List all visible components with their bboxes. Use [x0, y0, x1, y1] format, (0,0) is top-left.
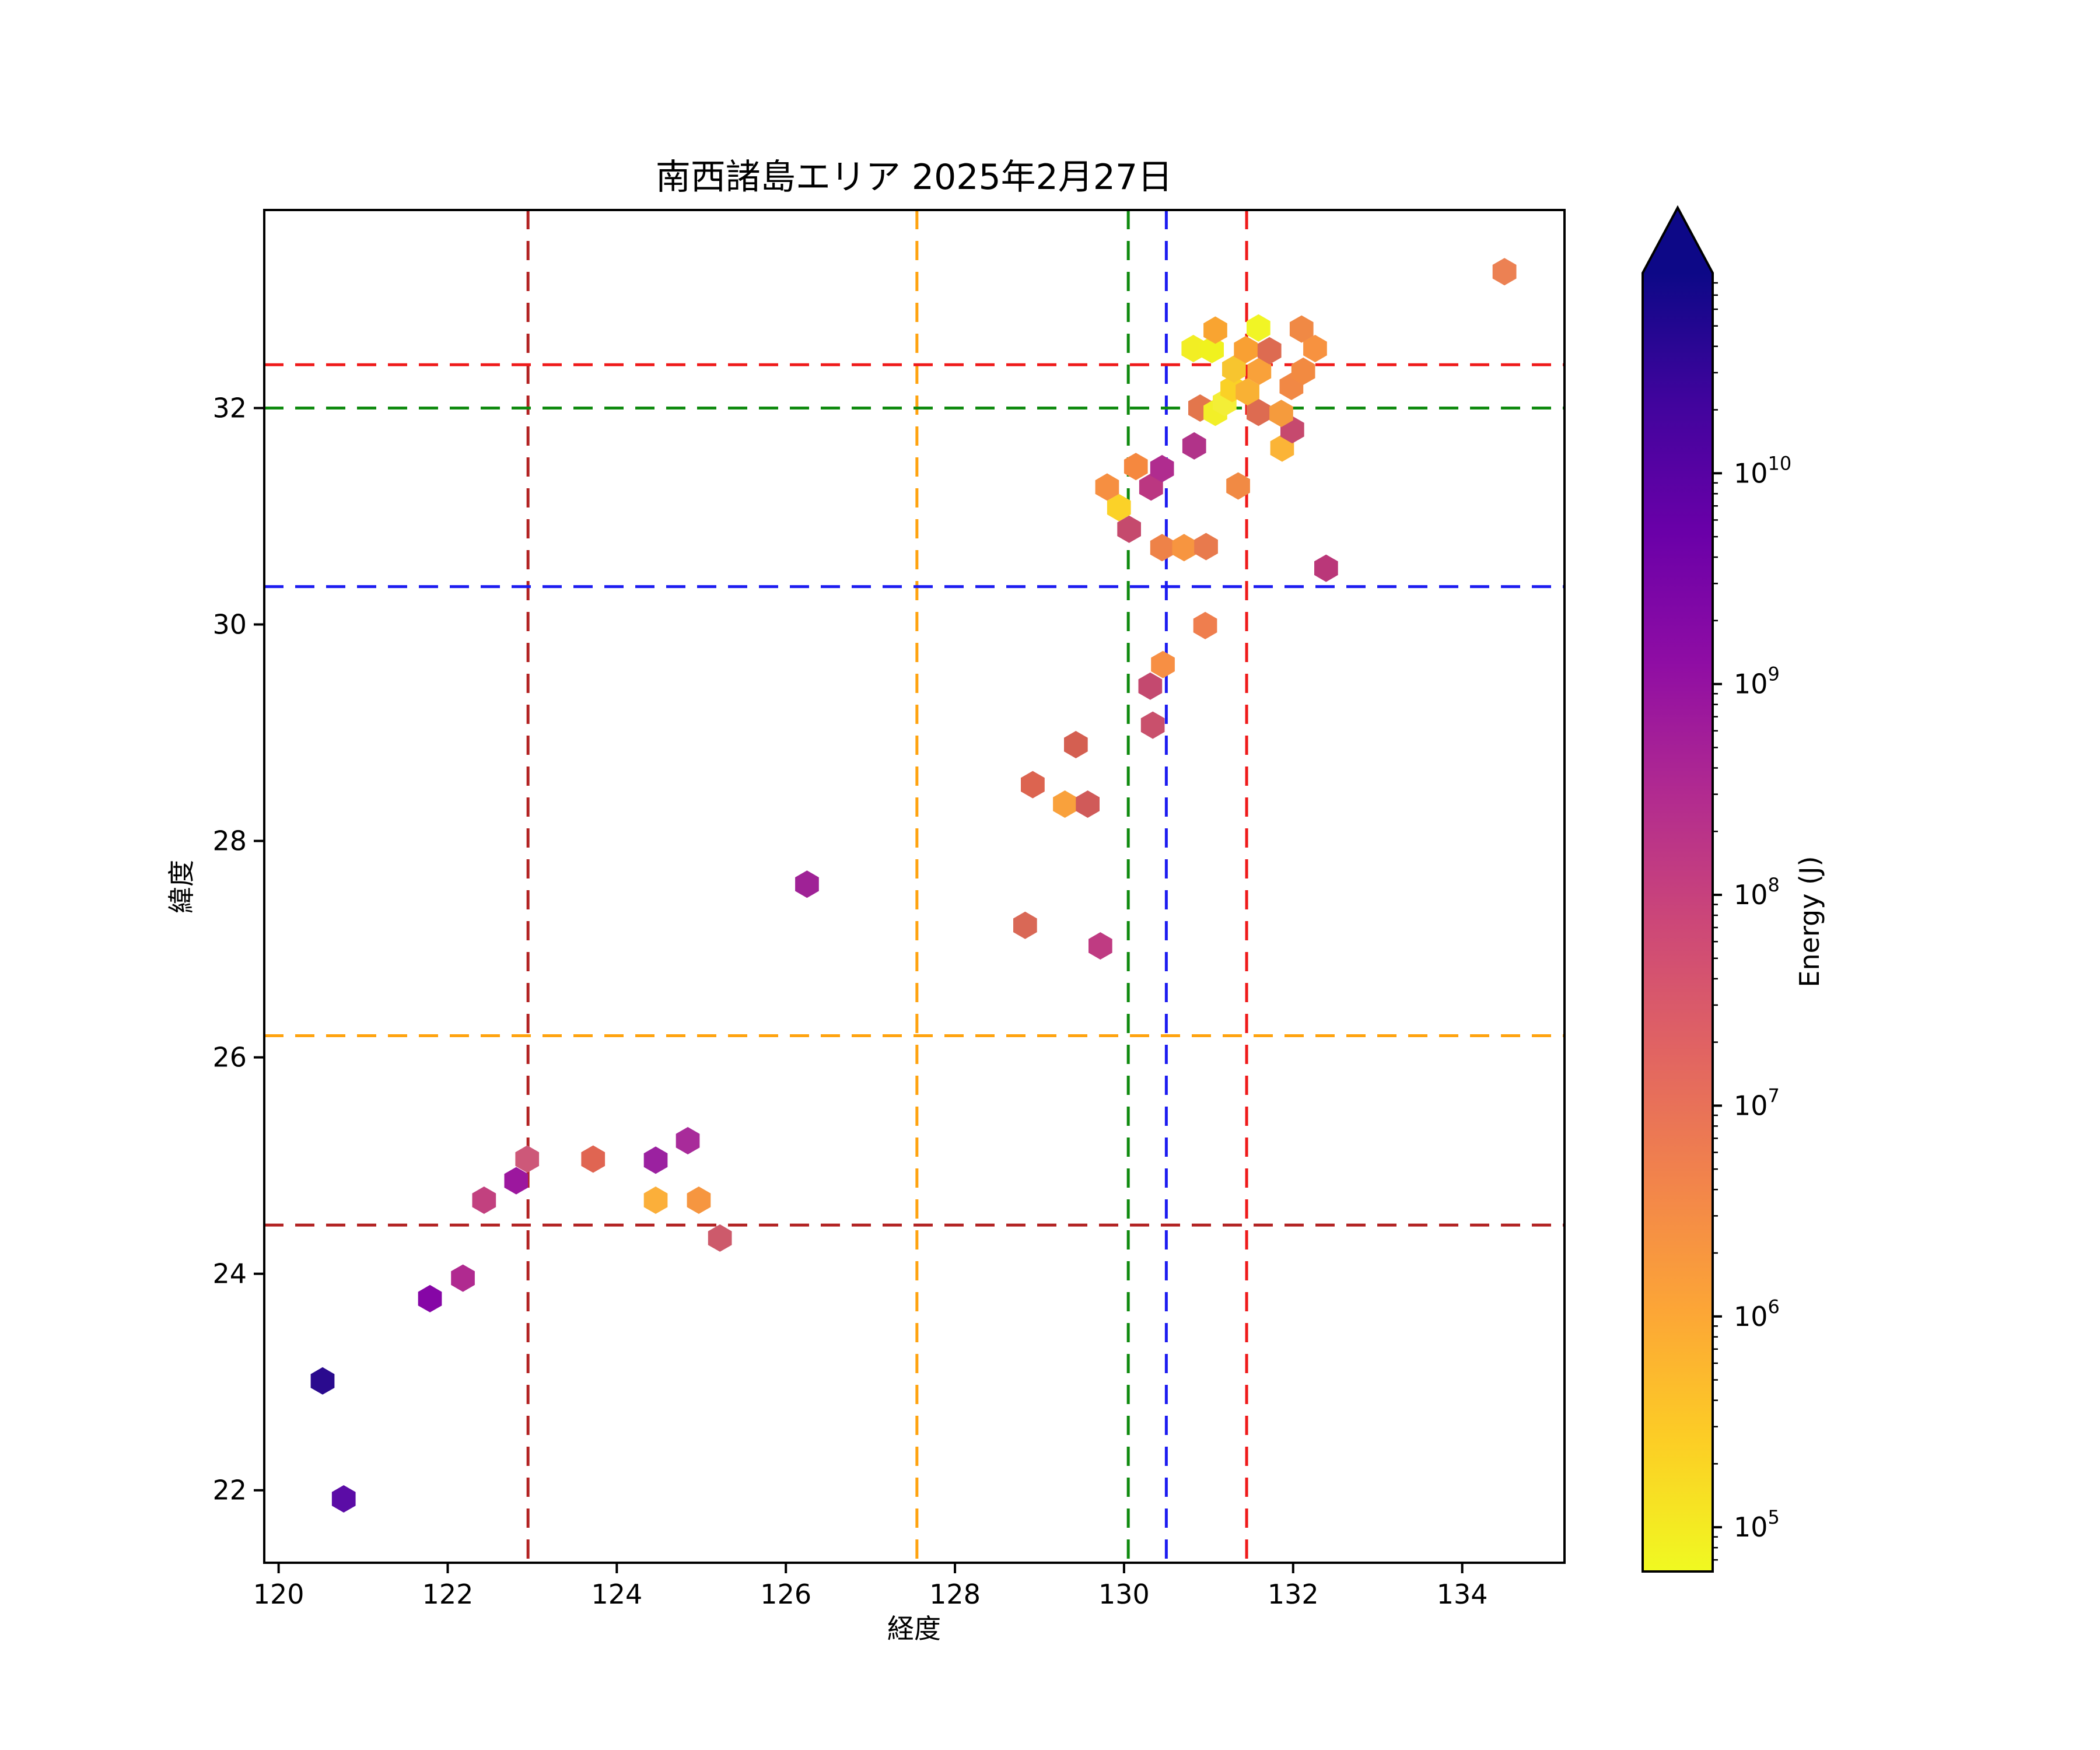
y-tick-label: 22: [212, 1475, 247, 1506]
y-tick-label: 32: [212, 393, 247, 424]
hex-marker: [1124, 453, 1148, 481]
hex-marker: [1226, 472, 1250, 500]
hex-marker: [1247, 357, 1272, 385]
hex-marker: [643, 1186, 668, 1214]
hex-marker: [1182, 432, 1206, 460]
x-tick-label: 126: [760, 1578, 811, 1610]
data-points: [310, 258, 1517, 1513]
hex-marker: [1117, 515, 1141, 543]
colorbar-gradient: [1643, 273, 1713, 1572]
hex-marker: [643, 1146, 668, 1174]
chart-title: 南西諸島エリア 2025年2月27日: [655, 157, 1173, 198]
y-tick-label: 30: [212, 609, 247, 640]
hex-marker: [795, 870, 819, 898]
colorbar-tick-label: 1010: [1734, 452, 1791, 489]
hex-marker: [310, 1367, 335, 1395]
colorbar: 105 106 107 108 109 1010: [1642, 205, 1791, 1573]
colorbar-tick-label: 107: [1734, 1084, 1780, 1121]
y-tick-label: 28: [212, 825, 247, 857]
colorbar-tick-label: 108: [1734, 874, 1780, 911]
hex-marker: [1303, 335, 1327, 362]
axis-ticks: 120 122 124 126 128 130 132 134 22 24 26 28 30 32: [212, 393, 1488, 1610]
hex-marker: [451, 1264, 475, 1292]
x-tick-label: 122: [422, 1578, 474, 1610]
y-axis-label: 緯度: [166, 860, 197, 914]
hex-marker: [472, 1186, 496, 1214]
hex-marker: [1172, 534, 1196, 562]
hex-marker: [1289, 315, 1314, 343]
hex-marker: [1194, 533, 1218, 561]
axes-frame: [263, 209, 1566, 1564]
hex-marker: [504, 1167, 528, 1195]
hex-marker: [1076, 790, 1100, 818]
hex-marker: [1095, 473, 1119, 501]
hex-marker: [1270, 434, 1294, 462]
x-tick-label: 132: [1268, 1578, 1319, 1610]
colorbar-extend-arrow: [1643, 208, 1713, 273]
colorbar-label: Energy (J): [1794, 856, 1825, 988]
hex-marker: [1139, 473, 1163, 501]
hex-marker: [1053, 790, 1077, 818]
colorbar-tick-label: 106: [1734, 1296, 1780, 1332]
hex-marker: [1236, 378, 1259, 406]
hex-marker: [1140, 711, 1165, 739]
hex-marker: [1200, 335, 1224, 363]
hex-marker: [1107, 494, 1131, 522]
x-tick-label: 124: [591, 1578, 642, 1610]
x-tick-label: 128: [929, 1578, 981, 1610]
hex-marker: [1064, 731, 1088, 758]
x-tick-label: 120: [253, 1578, 304, 1610]
hex-marker: [1203, 316, 1227, 344]
hex-marker: [1151, 650, 1175, 678]
x-axis-label: 経度: [887, 1613, 941, 1644]
hex-marker: [708, 1224, 732, 1252]
colorbar-tick-label: 105: [1734, 1506, 1780, 1543]
reference-lines: [264, 210, 1564, 1563]
x-tick-label: 130: [1098, 1578, 1150, 1610]
y-tick-label: 26: [212, 1042, 247, 1073]
hex-marker: [1234, 335, 1258, 363]
hex-marker: [1257, 337, 1282, 365]
hex-marker: [1138, 672, 1163, 700]
hex-marker: [1150, 454, 1174, 482]
hex-marker: [1247, 314, 1270, 342]
hex-marker: [1181, 335, 1206, 362]
hex-marker: [1269, 400, 1293, 428]
hex-marker: [1291, 357, 1315, 385]
x-tick-label: 134: [1437, 1578, 1488, 1610]
hex-marker: [676, 1127, 700, 1154]
hex-marker: [515, 1145, 540, 1173]
hex-marker: [418, 1284, 442, 1312]
hex-marker: [581, 1145, 606, 1173]
colorbar-outline: [1642, 205, 1714, 1573]
hex-marker: [1150, 534, 1174, 562]
y-tick-label: 24: [212, 1258, 247, 1290]
hex-marker: [1088, 932, 1112, 960]
hex-marker: [687, 1186, 711, 1214]
colorbar-tick-label: 109: [1734, 663, 1780, 700]
hex-marker: [1247, 398, 1270, 426]
hex-marker: [1222, 355, 1246, 383]
hex-marker: [1193, 611, 1217, 639]
hex-marker: [1013, 911, 1037, 939]
hex-marker: [1314, 554, 1338, 582]
hex-marker: [1021, 771, 1045, 799]
hex-marker: [331, 1485, 356, 1513]
hex-marker: [1492, 258, 1517, 286]
